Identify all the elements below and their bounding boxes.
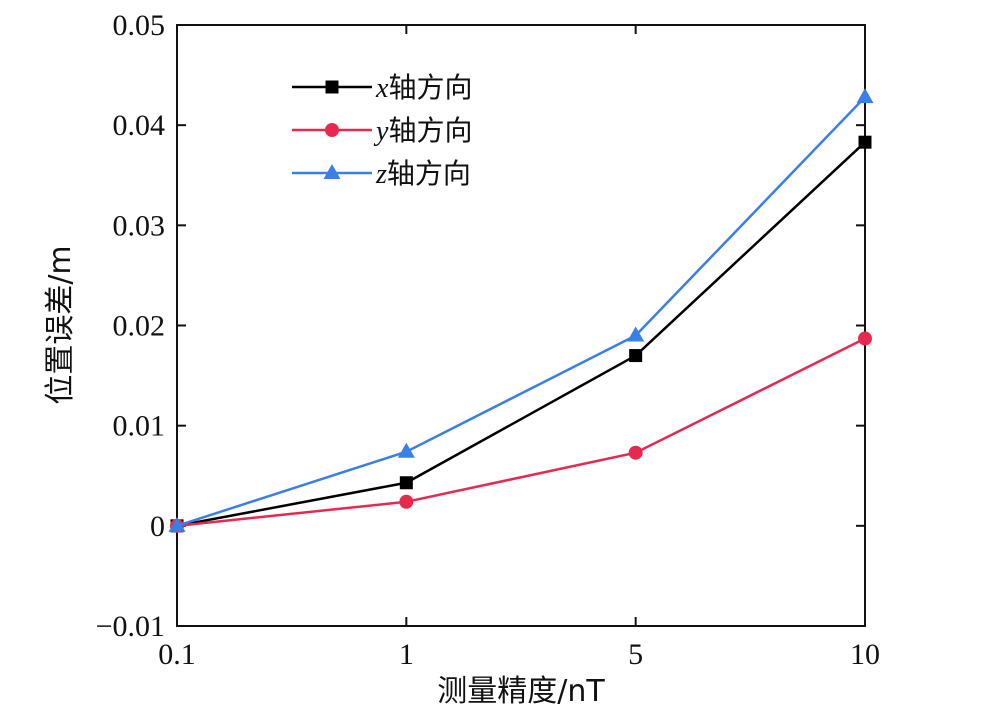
legend-item-y: y轴方向 [292, 114, 472, 147]
x-tick-label: 10 [850, 638, 880, 671]
data-point-x [399, 476, 413, 490]
legend-marker [325, 123, 339, 137]
y-tick-label: 0 [150, 510, 165, 543]
plot-frame [176, 24, 866, 627]
data-point-x [629, 349, 643, 363]
series-line-x [176, 141, 866, 528]
series-y [170, 331, 872, 533]
y-axis-title: 位置误差/m [43, 245, 78, 404]
legend-label: z轴方向 [375, 157, 471, 190]
data-point-z [627, 326, 645, 342]
x-tick-label: 1 [399, 638, 414, 671]
legend-marker [323, 164, 341, 179]
y-tick-label: 0.04 [113, 109, 166, 142]
data-point-y [399, 494, 414, 509]
series-line-z [176, 96, 866, 528]
legend-item-z: z轴方向 [292, 157, 471, 190]
x-axis-title: 测量精度/nT [437, 674, 605, 709]
y-tick-label: 0.05 [113, 9, 166, 42]
series-line-y [176, 337, 866, 528]
data-point-z [168, 516, 186, 532]
y-tick-label: 0.01 [113, 410, 166, 443]
legend-item-x: x轴方向 [292, 71, 472, 104]
data-point-y [628, 445, 643, 460]
legend: x轴方向 y轴方向 z轴方向 [292, 71, 472, 190]
x-tick-label: 0.1 [158, 638, 196, 671]
series-layer [168, 88, 874, 533]
legend-label: y轴方向 [373, 114, 472, 147]
y-tick-label: 0.03 [113, 209, 166, 242]
y-axis-ticks: −0.01 0 0.01 0.02 0.03 0.04 0.05 [96, 9, 865, 643]
x-axis-ticks: 0.1 1 5 10 [158, 25, 880, 671]
series-x [170, 135, 872, 533]
data-point-z [397, 442, 415, 458]
y-tick-label: 0.02 [113, 310, 166, 343]
y-tick-label: −0.01 [96, 610, 165, 643]
x-tick-label: 5 [628, 638, 643, 671]
series-z [168, 88, 874, 532]
data-point-z [856, 88, 874, 104]
data-point-x [858, 135, 872, 149]
data-point-y [858, 331, 872, 346]
legend-label: x轴方向 [375, 71, 472, 104]
legend-marker [325, 80, 339, 94]
